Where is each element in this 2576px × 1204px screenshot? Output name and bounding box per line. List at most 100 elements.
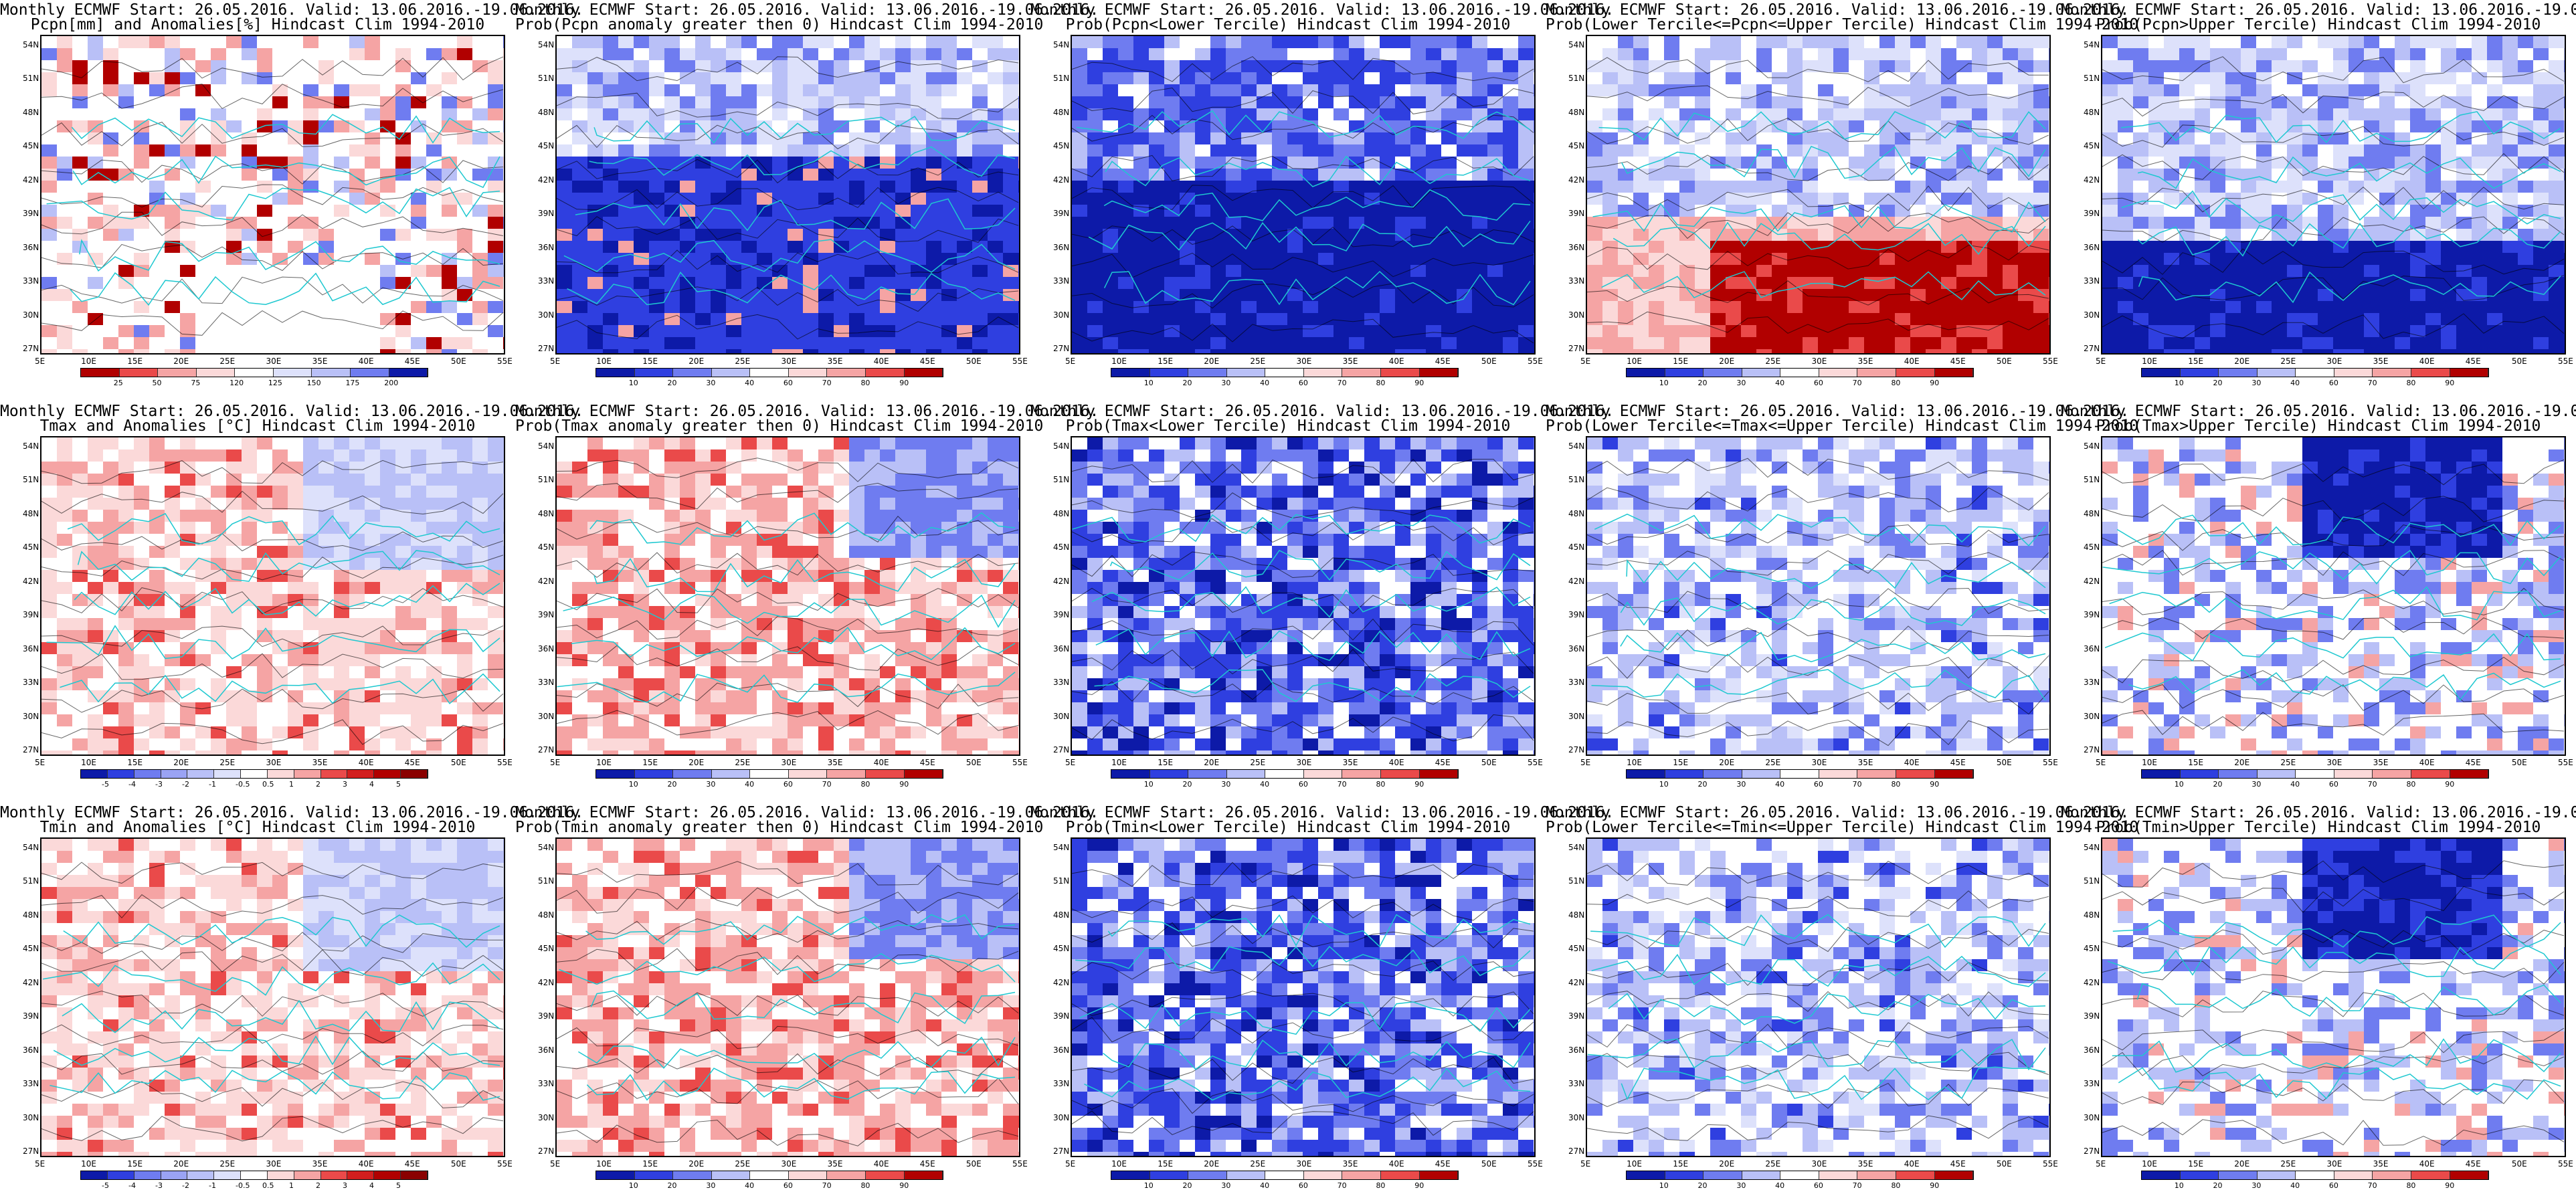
map-panel: Monthly ECMWF Start: 26.05.2016. Valid: … <box>0 401 583 803</box>
colorbar-label: 80 <box>1891 1181 1901 1190</box>
longitude-label: 40E <box>1388 758 1404 767</box>
latitude-label: 39N <box>2084 1011 2100 1021</box>
map-field <box>1586 837 2051 1157</box>
longitude-label: 25E <box>2280 357 2296 366</box>
colorbar-swatch <box>1342 770 1381 778</box>
colorbar-label: 70 <box>1337 780 1347 789</box>
latitude-label: 27N <box>538 745 555 755</box>
longitude-label: 25E <box>1765 758 1781 767</box>
longitude-label: 10E <box>2142 1159 2157 1169</box>
colorbar-swatch <box>294 770 321 778</box>
latitude-label: 51N <box>1053 876 1070 886</box>
longitude-label: 15E <box>2188 357 2204 366</box>
latitude-label: 42N <box>538 175 555 185</box>
longitude-label: 10E <box>1111 758 1127 767</box>
colorbar-swatch <box>2411 369 2450 377</box>
longitude-label: 15E <box>127 357 143 366</box>
colorbar-label: 80 <box>1376 379 1386 387</box>
latitude-label: 27N <box>1568 1146 1585 1156</box>
colorbar-label: 30 <box>1736 379 1746 387</box>
colorbar-label: 40 <box>1775 1181 1785 1190</box>
colorbar-swatch <box>1419 369 1459 377</box>
panel-title-line1: Monthly ECMWF Start: 26.05.2016. Valid: … <box>515 1 1099 19</box>
colorbar-label: 5 <box>396 1181 401 1190</box>
map-panel: Monthly ECMWF Start: 26.05.2016. Valid: … <box>1546 0 2138 401</box>
colorbar-label: 10 <box>2174 379 2184 387</box>
colorbar-label: 60 <box>783 780 793 789</box>
colorbar-swatch <box>401 1171 428 1179</box>
colorbar-label: 40 <box>1775 780 1785 789</box>
longitude-label: 55E <box>1012 758 1028 767</box>
colorbar-label: 90 <box>1930 780 1940 789</box>
latitude-label: 33N <box>538 678 555 688</box>
colorbar-label: 30 <box>1221 780 1231 789</box>
colorbar-swatch <box>1149 1171 1189 1179</box>
longitude-label: 5E <box>2096 357 2106 366</box>
colorbar-label: 30 <box>1221 379 1231 387</box>
colorbar-label: 80 <box>860 780 870 789</box>
longitude-label: 30E <box>266 357 282 366</box>
colorbar-label: 30 <box>2251 379 2262 387</box>
longitude-label: 55E <box>1528 758 1543 767</box>
colorbar-label: 40 <box>745 780 755 789</box>
colorbar-label: 20 <box>1182 780 1192 789</box>
colorbar-label: 70 <box>822 379 832 387</box>
latitude-label: 42N <box>538 977 555 987</box>
colorbar-label: 10 <box>1659 780 1669 789</box>
colorbar-label: -3 <box>155 780 163 789</box>
longitude-label: 45E <box>919 1159 935 1169</box>
colorbar-label: 30 <box>706 780 716 789</box>
panel-title-line2: Prob(Tmin>Upper Tercile) Hindcast Clim 1… <box>2096 819 2541 836</box>
colorbar-swatch <box>1780 770 1819 778</box>
panel-title-line2: Prob(Pcpn>Upper Tercile) Hindcast Clim 1… <box>2096 16 2541 33</box>
latitude-label: 42N <box>23 175 39 185</box>
latitude-label: 48N <box>1568 508 1585 518</box>
longitude-label: 30E <box>1811 1159 1827 1169</box>
colorbar-label: 20 <box>667 1181 677 1190</box>
colorbar-label: 90 <box>1414 780 1424 789</box>
colorbar-swatch <box>1704 770 1742 778</box>
map-panel: Monthly ECMWF Start: 26.05.2016. Valid: … <box>515 803 1099 1204</box>
colorbar-swatch <box>1819 369 1858 377</box>
colorbar-label: 2 <box>316 1181 320 1190</box>
colorbar-swatch <box>2373 1171 2411 1179</box>
latitude-label: 33N <box>2084 1079 2100 1089</box>
colorbar-swatch <box>673 369 712 377</box>
colorbar-label: 4 <box>369 780 374 789</box>
latitude-label: 36N <box>23 643 39 654</box>
colorbar-swatch <box>1226 369 1266 377</box>
longitude-label: 45E <box>1950 357 1966 366</box>
latitude-label: 51N <box>1568 876 1585 886</box>
longitude-label: 55E <box>497 357 513 366</box>
colorbar <box>1626 368 1974 377</box>
colorbar <box>80 769 428 779</box>
colorbar <box>1626 1171 1974 1180</box>
colorbar-swatch <box>1111 369 1150 377</box>
latitude-label: 45N <box>23 542 39 553</box>
colorbar-label: 10 <box>2174 780 2184 789</box>
latitude-label: 36N <box>538 643 555 654</box>
colorbar-label: 4 <box>369 1181 374 1190</box>
colorbar-swatch <box>1704 1171 1742 1179</box>
colorbar-label: 30 <box>2251 1181 2262 1190</box>
longitude-label: 40E <box>873 1159 889 1169</box>
colorbar <box>80 368 428 377</box>
longitude-label: 20E <box>173 1159 189 1169</box>
colorbar-swatch <box>1188 369 1227 377</box>
map-panel: Monthly ECMWF Start: 26.05.2016. Valid: … <box>0 0 583 401</box>
colorbar-swatch <box>2180 1171 2219 1179</box>
panel-title-line2: Prob(Tmin<Lower Tercile) Hindcast Clim 1… <box>1065 819 1511 836</box>
panel-title-line1: Monthly ECMWF Start: 26.05.2016. Valid: … <box>0 804 584 821</box>
colorbar <box>1111 1171 1459 1180</box>
colorbar-label: 70 <box>1852 1181 1862 1190</box>
latitude-label: 27N <box>1053 344 1070 353</box>
colorbar-label: 90 <box>1930 379 1940 387</box>
latitude-label: 48N <box>23 910 39 920</box>
colorbar-label: 20 <box>1697 379 1708 387</box>
latitude-label: 54N <box>538 843 555 852</box>
latitude-label: 45N <box>23 944 39 954</box>
latitude-label: 27N <box>23 344 39 353</box>
colorbar-swatch <box>2296 770 2334 778</box>
colorbar-swatch <box>81 770 108 778</box>
colorbar-swatch <box>2373 770 2411 778</box>
